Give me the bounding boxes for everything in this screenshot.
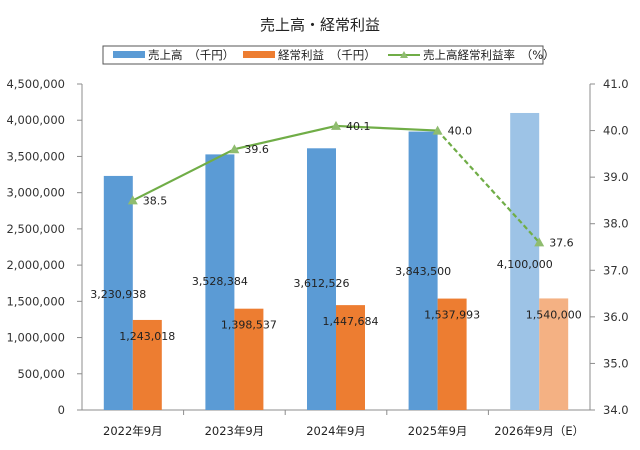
data-label-ordinary-profit: 1,537,993 [424,309,480,322]
legend-label-ordinary-profit: 経常利益 （千円） [278,48,376,62]
data-label-ratio: 37.6 [549,236,574,249]
x-tick-label: 2026年9月（E） [494,424,584,438]
x-tick-label: 2025年9月 [408,424,468,438]
y-right-tick-label: 40.0 [603,124,629,138]
y-left-tick-label: 1,000,000 [6,331,65,345]
y-left-tick-label: 0 [58,403,65,417]
y-left-tick-label: 4,500,000 [6,77,65,91]
y-right-tick-label: 35.0 [603,356,629,370]
data-label-sales: 3,612,526 [294,277,350,290]
data-label-sales: 3,528,384 [192,275,248,288]
ratio-marker [127,195,138,205]
legend-swatch-sales [113,51,145,58]
y-right-tick-label: 39.0 [603,170,629,184]
ratio-line-segment-forecast [436,129,541,244]
bar-sales [103,175,133,410]
chart-title: 売上高・経常利益 [260,16,380,34]
legend-swatch-ordinary-profit [243,51,275,58]
bar-ordinary-profit [132,319,162,410]
legend-swatch-ratio-marker [400,51,408,58]
y-left-tick-label: 2,500,000 [6,222,65,236]
legend-label-ratio: 売上高経常利益率 （%） [423,48,555,62]
bars [103,112,569,411]
y-left-tick-label: 3,000,000 [6,186,65,200]
data-label-ordinary-profit: 1,243,018 [119,330,175,343]
data-label-sales: 3,843,500 [395,265,451,278]
y-left-tick-label: 1,500,000 [6,294,65,308]
bar-ordinary-profit [437,298,467,410]
ratio-marker [331,120,341,130]
data-label-ratio: 40.1 [346,120,371,133]
x-tick-label: 2022年9月 [103,424,163,438]
ratio-line-segment [132,148,235,202]
y-right-tick-label: 34.0 [603,403,629,417]
data-label-ordinary-profit: 1,540,000 [526,308,582,321]
legend-box [102,45,544,65]
bar-ordinary-profit [539,298,569,410]
ratio-marker [534,237,545,247]
ratio-line [127,120,545,247]
data-label-ordinary-profit: 1,398,537 [221,319,277,332]
bar-sales [307,148,336,411]
bar-sales [510,112,540,410]
data-label-ratio: 39.6 [244,143,269,156]
ratio-marker [229,144,240,154]
y-left-tick-label: 3,500,000 [6,149,65,163]
y-left-tick-label: 2,000,000 [6,258,65,272]
data-label-ordinary-profit: 1,447,684 [323,315,379,328]
data-labels: 3,230,938 1,243,018 3,528,384 1,398,537 3,61… [90,120,581,343]
bar-sales [408,131,438,410]
data-label-ratio: 40.0 [448,125,473,138]
ratio-line-segment [234,124,337,151]
data-label-sales: 3,230,938 [90,288,146,301]
bar-sales [205,154,235,410]
bar-ordinary-profit [234,308,264,410]
ratio-line-segment [335,124,438,132]
y-right-tick-label: 37.0 [603,263,629,277]
data-label-ratio: 38.5 [143,194,168,207]
ratio-marker [432,125,443,135]
y-right-tick-label: 41.0 [603,77,629,91]
y-right-tick-label: 38.0 [603,217,629,231]
x-tick-label: 2023年9月 [205,424,265,438]
y-left-tick-label: 500,000 [17,367,65,381]
y-right-tick-label: 36.0 [603,310,629,324]
y-left-tick-label: 4,000,000 [6,113,65,127]
x-tick-label: 2024年9月 [306,424,366,438]
bar-ordinary-profit [336,305,365,410]
legend-label-sales: 売上高 （千円） [148,48,234,62]
legend: 売上高 （千円） 経常利益 （千円） 売上高経常利益率 （%） [102,45,555,65]
data-label-sales: 4,100,000 [497,258,553,271]
axes: 0 500,000 1,000,000 1,500,000 2,000,000 2,500… [6,77,628,438]
